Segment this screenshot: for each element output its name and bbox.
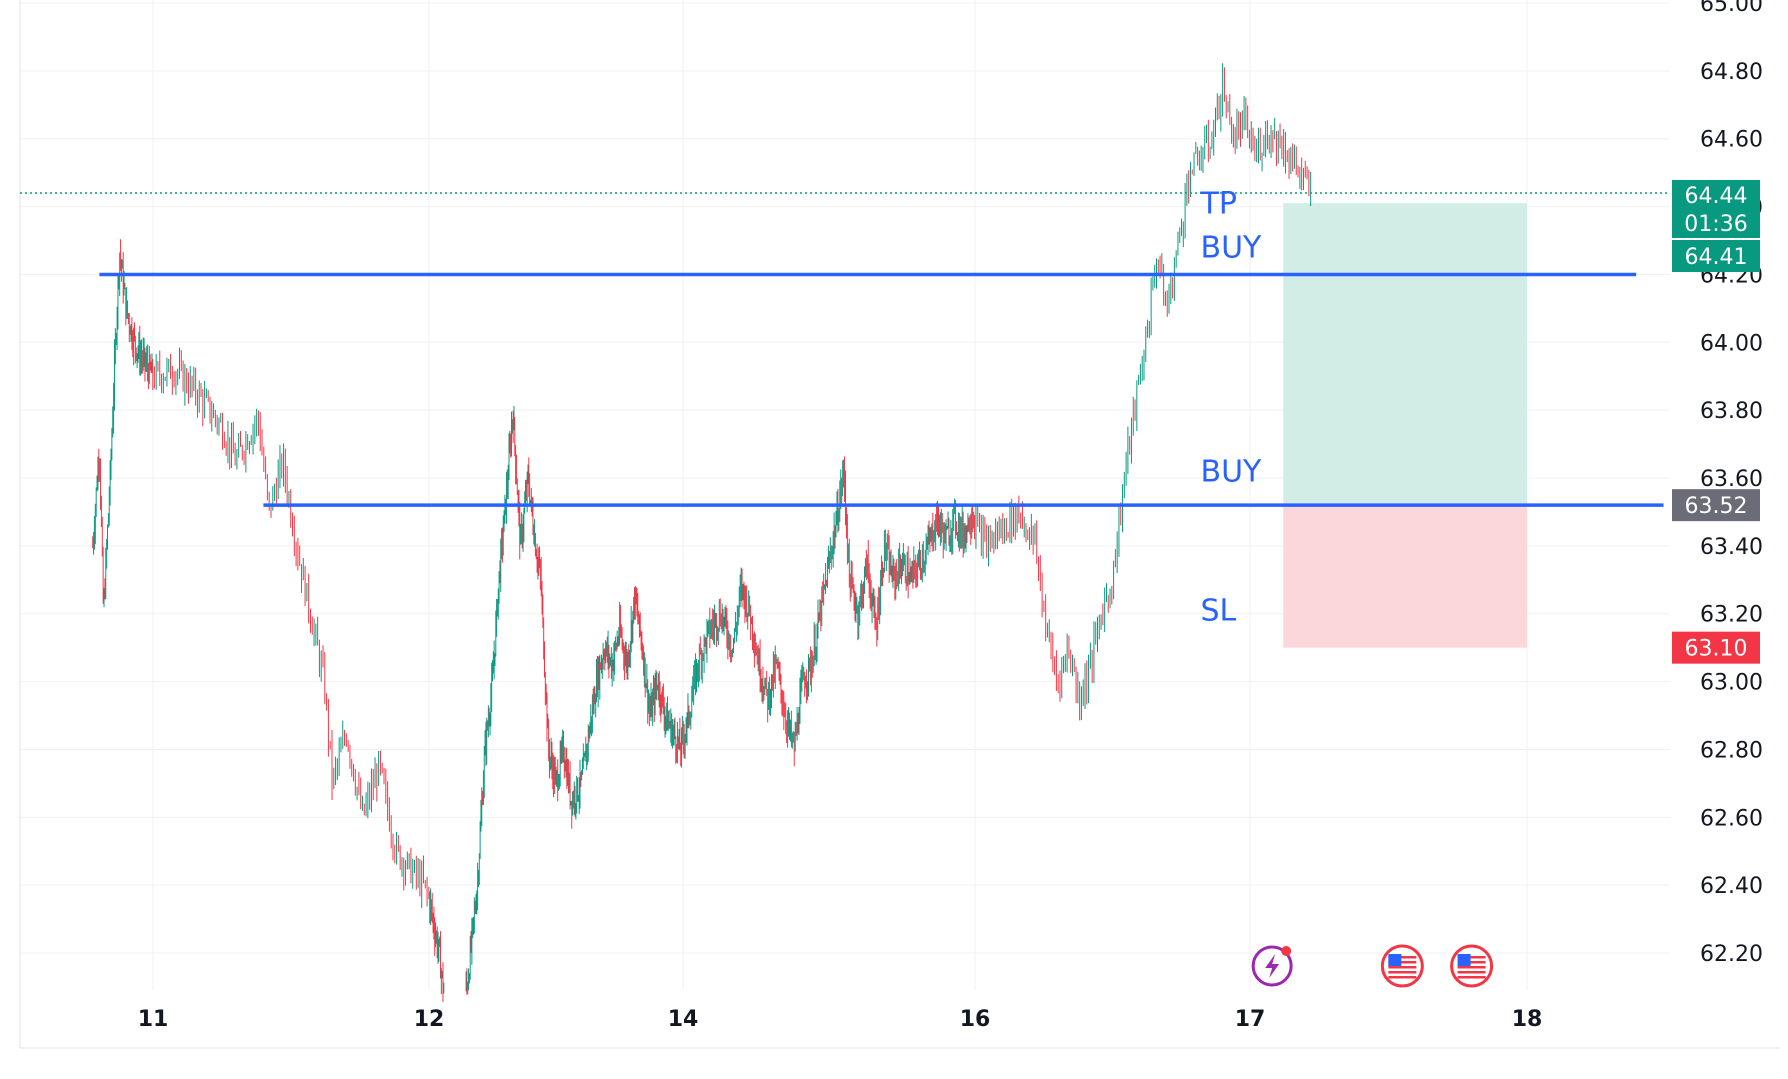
flag-stripe (1388, 961, 1417, 964)
y-tick-label: 62.40 (1700, 874, 1763, 899)
notification-dot (1281, 946, 1292, 956)
y-tick-label: 64.60 (1700, 128, 1763, 153)
x-tick-label: 16 (960, 1007, 991, 1032)
annotation-buy: BUY (1201, 230, 1263, 265)
price-tag-text: 64.44 (1685, 184, 1748, 209)
y-tick-label: 63.80 (1700, 399, 1763, 424)
x-tick-label: 18 (1512, 1007, 1543, 1032)
price-tags: 64.44 01:36 64.41 63.52 63.10 (1672, 180, 1760, 664)
x-tick-label: 17 (1235, 1007, 1266, 1032)
flag-stripe (1457, 961, 1486, 964)
annotations: TP BUY BUY SL (1200, 186, 1263, 628)
annotation-buy: BUY (1201, 454, 1263, 489)
flag-stripe (1388, 966, 1417, 969)
us-flag-event-icon[interactable] (1380, 944, 1424, 988)
candles (92, 63, 1312, 1002)
flag-stripe (1388, 976, 1417, 979)
flag-stripe (1457, 956, 1486, 959)
y-tick-label: 63.00 (1700, 671, 1763, 696)
loss-zone (1283, 505, 1527, 648)
x-axis[interactable]: 11 12 14 16 17 18 (138, 1007, 1543, 1032)
position-zones (1283, 203, 1527, 648)
price-tag (1672, 489, 1760, 522)
annotation-tp: TP (1200, 186, 1237, 221)
price-tag (1672, 208, 1760, 238)
lightning-bolt (1265, 954, 1280, 978)
profit-zone (1283, 203, 1527, 506)
annotation-sl: SL (1201, 594, 1237, 629)
y-axis[interactable]: 65.0064.8064.6064.4064.2064.0063.8063.60… (1700, 0, 1763, 967)
flag-stripe (1388, 956, 1417, 959)
price-tag-text: 01:36 (1684, 212, 1747, 237)
y-tick-label: 65.00 (1700, 0, 1763, 17)
flag-stripe (1457, 966, 1486, 969)
grid (19, 0, 1780, 1049)
y-tick-label: 63.40 (1700, 535, 1763, 560)
price-tag-text: 64.41 (1685, 245, 1748, 270)
y-tick-label: 62.80 (1700, 738, 1763, 763)
price-lines[interactable] (99, 272, 1664, 507)
price-tag-text: 63.10 (1685, 637, 1748, 662)
y-tick-label: 62.20 (1700, 942, 1763, 967)
price-tag (1672, 631, 1760, 664)
lightning-event-icon[interactable] (1251, 945, 1293, 987)
flag-stripe (1457, 971, 1486, 974)
x-tick-label: 12 (414, 1007, 445, 1032)
event-icons[interactable] (1251, 944, 1494, 988)
y-tick-label: 64.00 (1700, 331, 1763, 356)
price-tag (1672, 240, 1760, 272)
flag-canton (1457, 954, 1471, 966)
y-tick-label: 62.60 (1700, 806, 1763, 831)
x-tick-label: 14 (668, 1007, 699, 1032)
price-tag-text: 63.52 (1685, 494, 1748, 519)
y-tick-label: 63.60 (1700, 467, 1763, 492)
y-tick-label: 64.80 (1700, 60, 1763, 85)
x-tick-label: 11 (138, 1007, 169, 1032)
price-tag (1672, 180, 1760, 210)
us-flag-event-icon[interactable] (1450, 944, 1494, 988)
flag-canton (1388, 954, 1402, 966)
y-tick-label: 63.20 (1700, 603, 1763, 628)
flag-stripe (1388, 971, 1417, 974)
flag-stripe (1457, 976, 1486, 979)
